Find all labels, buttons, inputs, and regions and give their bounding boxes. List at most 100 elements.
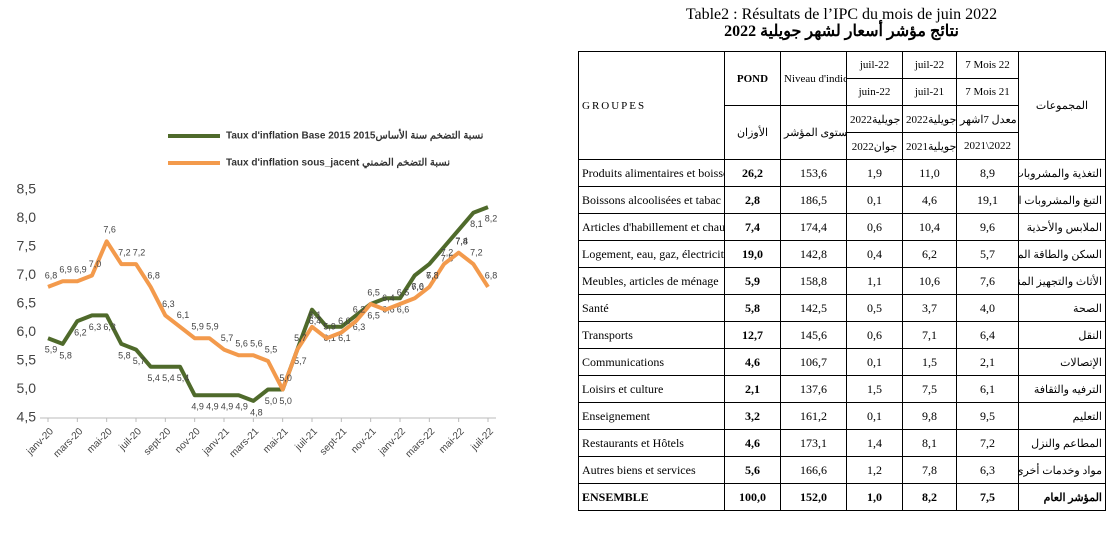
group-name: Articles d'habillement et chaussures <box>578 213 725 241</box>
chart: 4,55,05,56,06,57,07,58,08,5janv-20mars-2… <box>17 130 498 460</box>
table-title: Table2 : Résultats de l’IPC du mois de j… <box>685 6 998 23</box>
x-tick-label: sept-20 <box>142 426 174 458</box>
data-label: 5,0 <box>279 396 292 406</box>
legend-label: Taux d'inflation sous_jacent نسبة التضخم… <box>226 158 450 169</box>
data-label: 6,3 <box>353 322 366 332</box>
data-label: 4,9 <box>221 402 234 412</box>
x-tick-label: juil-21 <box>293 426 321 454</box>
data-label: 5,9 <box>191 322 204 332</box>
table-row: ENSEMBLE 100,0 152,0 1,0 8,2 7,5 المؤشر العام <box>578 483 1106 511</box>
data-label: 5,4 <box>147 373 160 383</box>
data-label: 6,3 <box>162 299 175 309</box>
x-tick-label: nov-20 <box>173 426 203 456</box>
table-row: Produits alimentaires et boissons 26,2 153… <box>578 159 1106 187</box>
data-label: 5,7 <box>294 356 307 366</box>
value-cell: 26,2 <box>724 159 781 187</box>
x-tick-label: mai-21 <box>261 426 291 456</box>
value-cell: 0,1 <box>846 402 903 430</box>
data-label: 7,4 <box>455 236 468 246</box>
value-cell: 142,5 <box>780 294 847 322</box>
data-label: 7,6 <box>103 225 116 235</box>
value-cell: 10,6 <box>902 267 957 295</box>
data-label: 6,1 <box>338 333 351 343</box>
group-name-ar: الملابس والأحذية <box>1018 213 1106 241</box>
value-cell: 161,2 <box>780 402 847 430</box>
data-label: 5,7 <box>133 356 146 366</box>
group-name: Loisirs et culture <box>578 375 725 403</box>
value-cell: 7,6 <box>956 267 1019 295</box>
x-tick-label: nov-21 <box>349 426 379 456</box>
value-cell: 153,6 <box>780 159 847 187</box>
value-cell: 0,1 <box>846 348 903 376</box>
data-label: 4,8 <box>250 407 263 417</box>
table-row: Meubles, articles de ménage 5,9 158,8 1,1 10… <box>578 267 1106 295</box>
group-name-ar: الأثاث والتجهيز المنزلي <box>1018 267 1106 295</box>
value-cell: 8,2 <box>902 483 957 511</box>
data-label: 6,5 <box>397 287 410 297</box>
x-tick-label: mars-22 <box>404 426 438 460</box>
header-cell: الأوزان <box>724 105 781 160</box>
table-row: Enseignement 3,2 161,2 0,1 9,8 9,5 التعليم <box>578 402 1106 430</box>
group-name: Logement, eau, gaz, électricité <box>578 240 725 268</box>
data-label: 6,5 <box>367 310 380 320</box>
header-cell: مستوى المؤشر <box>780 105 847 160</box>
group-name: Meubles, articles de ménage <box>578 267 725 295</box>
value-cell: 142,8 <box>780 240 847 268</box>
table-row: Logement, eau, gaz, électricité 19,0 142,8… <box>578 240 1106 268</box>
value-cell: 100,0 <box>724 483 781 511</box>
value-cell: 19,0 <box>724 240 781 268</box>
value-cell: 3,7 <box>902 294 957 322</box>
table-row: Santé 5,8 142,5 0,5 3,7 4,0 الصحة <box>578 294 1106 322</box>
data-label: 5,9 <box>206 322 219 332</box>
value-cell: 106,7 <box>780 348 847 376</box>
group-name-ar: التغذية والمشروبات <box>1018 159 1106 187</box>
y-tick-label: 7,0 <box>17 266 37 282</box>
header-cell: Niveau d'indice <box>780 51 847 106</box>
data-label: 6,1 <box>177 310 190 320</box>
header-cell: POND <box>724 51 781 106</box>
header-cell: juin-22 <box>846 78 903 106</box>
data-label: 5,4 <box>177 373 190 383</box>
data-label: 7,2 <box>426 270 439 280</box>
data-label: 5,9 <box>323 322 336 332</box>
x-tick-label: mars-20 <box>52 426 86 460</box>
value-cell: 7,4 <box>724 213 781 241</box>
value-cell: 0,5 <box>846 294 903 322</box>
value-cell: 5,9 <box>724 267 781 295</box>
value-cell: 1,2 <box>846 456 903 484</box>
group-name: Boissons alcoolisées et tabac <box>578 186 725 214</box>
value-cell: 4,6 <box>724 348 781 376</box>
group-name-ar: النقل <box>1018 321 1106 349</box>
table-row: Transports 12,7 145,6 0,6 7,1 6,4 النقل <box>578 321 1106 349</box>
data-label: 5,5 <box>265 344 278 354</box>
table-row: Loisirs et culture 2,1 137,6 1,5 7,5 6,1 الترف… <box>578 375 1106 403</box>
data-label: 6,2 <box>74 327 87 337</box>
group-name: Restaurants et Hôtels <box>578 429 725 457</box>
value-cell: 1,5 <box>846 375 903 403</box>
data-label: 5,6 <box>250 339 263 349</box>
data-label: 6,2 <box>353 304 366 314</box>
value-cell: 1,9 <box>846 159 903 187</box>
data-label: 6,4 <box>309 316 322 326</box>
data-label: 6,0 <box>338 316 351 326</box>
header-cell: 7 Mois 22 <box>956 51 1019 79</box>
value-cell: 5,6 <box>724 456 781 484</box>
header-cell: جويلية2022 <box>902 105 957 133</box>
data-label: 7,2 <box>118 247 131 257</box>
data-label: 6,3 <box>89 322 102 332</box>
data-label: 4,9 <box>206 402 219 412</box>
value-cell: 1,4 <box>846 429 903 457</box>
value-cell: 4,6 <box>902 186 957 214</box>
table-row: Restaurants et Hôtels 4,6 173,1 1,4 8,1 7,2 ال… <box>578 429 1106 457</box>
y-tick-label: 4,5 <box>17 409 37 425</box>
data-label: 6,8 <box>426 270 439 280</box>
value-cell: 9,8 <box>902 402 957 430</box>
data-label: 5,7 <box>221 333 234 343</box>
data-label: 6,6 <box>411 282 424 292</box>
value-cell: 10,4 <box>902 213 957 241</box>
value-cell: 145,6 <box>780 321 847 349</box>
data-label: 5,8 <box>59 350 72 360</box>
x-tick-label: juil-20 <box>117 426 145 454</box>
y-tick-label: 7,5 <box>17 238 37 254</box>
